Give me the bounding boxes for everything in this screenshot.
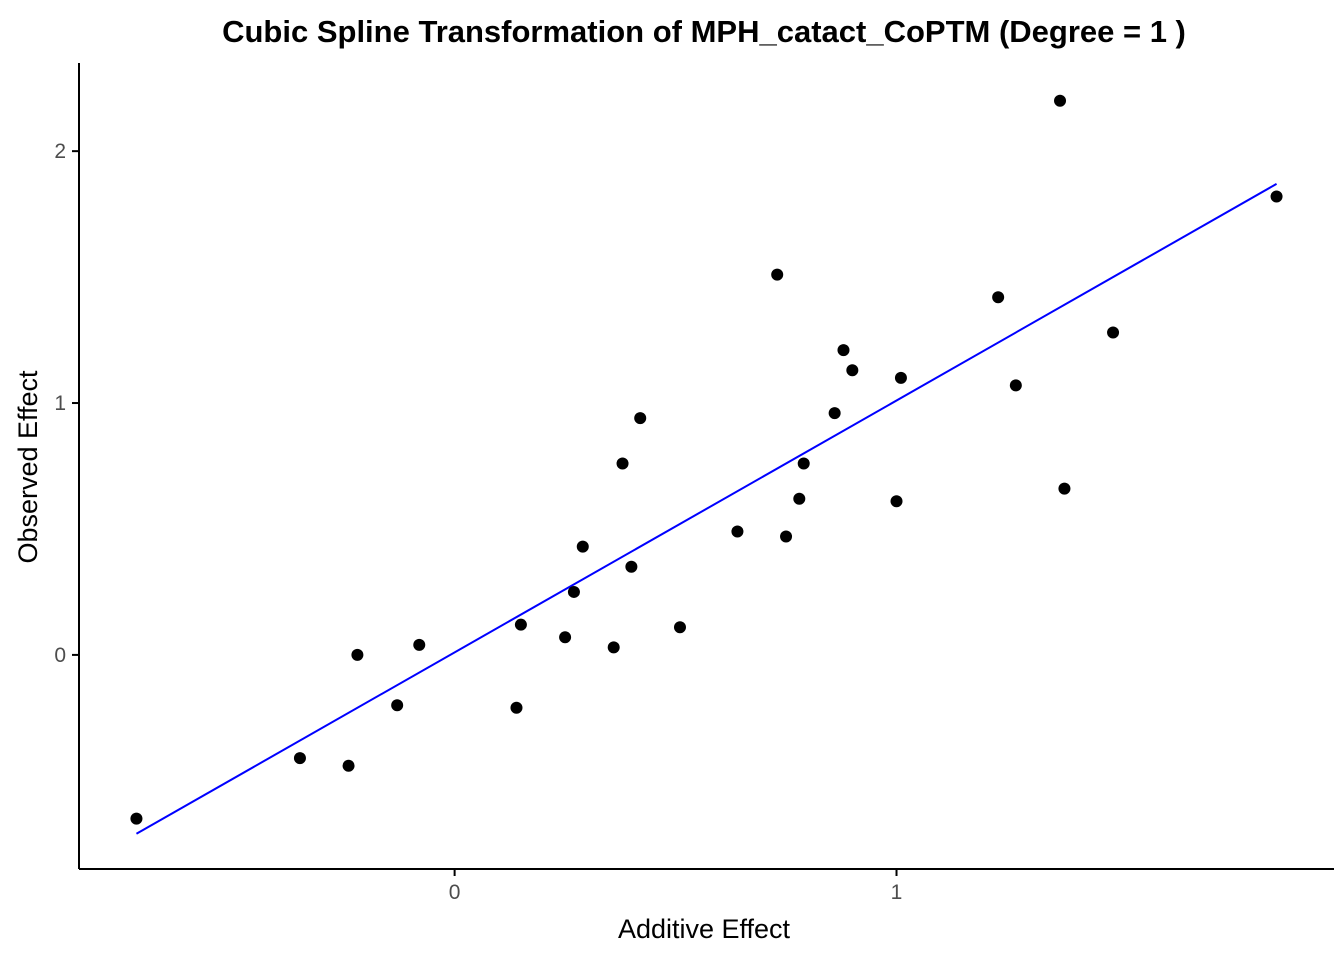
x-axis-title: Additive Effect [618,914,791,944]
y-axis-title: Observed Effect [13,370,43,564]
x-tick-label: 1 [891,881,903,904]
data-point [894,371,907,384]
y-tick-label: 1 [54,392,66,415]
data-point [616,457,629,470]
data-point [797,457,810,470]
data-point [673,621,686,634]
y-tick-label: 2 [54,140,66,163]
data-point [837,344,850,357]
data-point [1054,94,1067,107]
data-point [828,407,841,420]
data-point [890,495,903,508]
data-point [771,268,784,281]
fit-line [135,183,1278,835]
data-point [576,540,589,553]
data-point [514,618,527,631]
data-point [793,492,806,505]
data-point [1270,190,1283,203]
data-point [780,530,793,543]
data-point [293,752,306,765]
data-point [625,560,638,573]
data-point [413,638,426,651]
y-tick-label: 0 [54,644,66,667]
data-point [559,631,572,644]
data-point [342,759,355,772]
data-point [607,641,620,654]
data-point [391,699,404,712]
plot-area [130,94,1283,835]
data-point [992,291,1005,304]
data-point [351,648,364,661]
data-point [1009,379,1022,392]
data-point [567,585,580,598]
y-axis-ticks: 0 1 2 [54,140,79,667]
chart-title: Cubic Spline Transformation of MPH_catac… [222,14,1186,49]
data-point [130,812,143,825]
data-point [731,525,744,538]
data-point [1058,482,1071,495]
data-point [510,701,523,714]
data-point [634,412,647,425]
data-point [846,364,859,377]
data-point [1107,326,1120,339]
x-tick-label: 0 [449,881,461,904]
